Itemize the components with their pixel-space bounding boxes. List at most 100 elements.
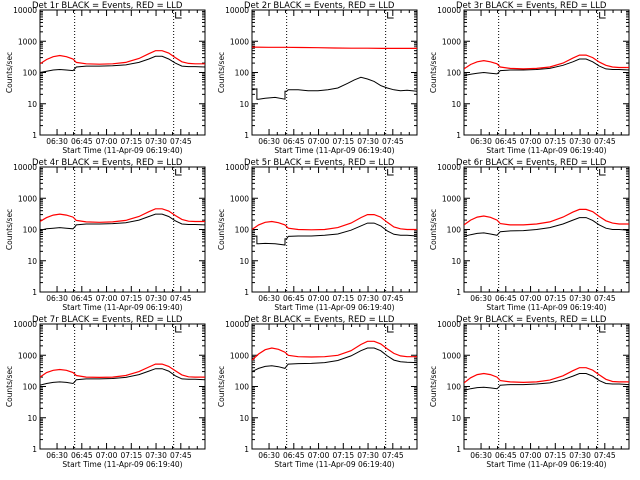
x-tick-label: 06:45: [495, 294, 517, 303]
x-axis-label: Start Time (11-Apr-09 06:19:40): [62, 303, 182, 312]
x-tick-label: 07:30: [569, 294, 591, 303]
bracket-marker: [387, 169, 394, 176]
y-tick-label: 10000: [13, 163, 37, 172]
x-tick-label: 07:15: [120, 137, 142, 146]
detector-panel-1: Det 1r BLACK = Events, RED = LLD 1 10 100 10…: [5, 1, 206, 155]
y-axis-label: Counts/sec: [217, 52, 226, 93]
y-tick-label: 10: [239, 414, 249, 423]
y-tick-label: 10000: [225, 6, 249, 15]
panel-title: Det 2r BLACK = Events, RED = LLD: [244, 1, 395, 11]
x-tick-label: 06:45: [71, 137, 93, 146]
y-tick-label: 1: [456, 131, 461, 140]
y-tick-label: 10: [451, 257, 461, 266]
x-tick-label: 07:00: [308, 451, 330, 460]
x-tick-label: 07:15: [544, 137, 566, 146]
y-axis-label: Counts/sec: [5, 52, 14, 93]
series-events-line: [464, 217, 629, 237]
bracket-marker: [599, 12, 606, 19]
y-tick-label: 10: [451, 414, 461, 423]
series-events-line: [40, 213, 205, 231]
y-axis-label: Counts/sec: [429, 209, 438, 250]
y-tick-label: 10000: [437, 6, 461, 15]
x-tick-label: 07:45: [382, 137, 404, 146]
x-tick-label: 06:45: [71, 451, 93, 460]
series-events-line: [252, 347, 417, 373]
x-tick-label: 07:45: [170, 451, 192, 460]
y-axis-label: Counts/sec: [429, 366, 438, 407]
y-tick-label: 100: [23, 383, 38, 392]
plot-frame: [463, 9, 630, 136]
x-tick-label: 06:30: [46, 451, 68, 460]
detector-panel-2: Det 2r BLACK = Events, RED = LLD 1 10 100 10…: [217, 1, 418, 155]
y-axis-label: Counts/sec: [217, 366, 226, 407]
x-tick-label: 07:30: [357, 294, 379, 303]
series-lld-line: [252, 340, 417, 361]
panel-title: Det 1r BLACK = Events, RED = LLD: [32, 1, 183, 11]
plot-frame: [39, 9, 206, 136]
panel-title: Det 9r BLACK = Events, RED = LLD: [456, 315, 607, 325]
y-axis-label: Counts/sec: [429, 52, 438, 93]
x-tick-label: 06:45: [283, 451, 305, 460]
x-tick-label: 06:30: [470, 451, 492, 460]
x-tick-label: 07:00: [520, 137, 542, 146]
y-tick-label: 10000: [437, 163, 461, 172]
x-tick-label: 07:15: [120, 294, 142, 303]
x-tick-label: 07:00: [96, 451, 118, 460]
bracket-marker: [599, 169, 606, 176]
x-tick-label: 07:30: [357, 451, 379, 460]
series-events-line: [40, 368, 205, 386]
y-tick-label: 10: [451, 100, 461, 109]
bracket-marker: [387, 326, 394, 333]
plot-frame: [251, 323, 418, 450]
x-tick-label: 07:15: [544, 451, 566, 460]
y-axis-label: Counts/sec: [5, 209, 14, 250]
x-tick-label: 06:30: [258, 451, 280, 460]
x-axis-label: Start Time (11-Apr-09 06:19:40): [486, 460, 606, 469]
detector-panel-4: Det 4r BLACK = Events, RED = LLD 1 10 100 10…: [5, 158, 206, 312]
y-tick-label: 10: [239, 100, 249, 109]
bracket-marker: [175, 12, 182, 19]
detector-panel-8: Det 8r BLACK = Events, RED = LLD 1 10 100 10…: [217, 315, 418, 469]
detector-panel-6: Det 6r BLACK = Events, RED = LLD 1 10 100 10…: [429, 158, 630, 312]
y-tick-label: 10000: [225, 320, 249, 329]
y-tick-label: 1000: [442, 37, 461, 46]
y-tick-label: 1: [456, 445, 461, 454]
y-tick-label: 1000: [18, 351, 37, 360]
y-tick-label: 10000: [13, 320, 37, 329]
bracket-marker: [387, 12, 394, 19]
series-events-line: [464, 373, 629, 391]
x-tick-label: 06:30: [46, 294, 68, 303]
plot-frame: [463, 323, 630, 450]
x-tick-label: 07:00: [308, 137, 330, 146]
series-lld-line: [252, 214, 417, 231]
y-tick-label: 100: [23, 226, 38, 235]
x-tick-label: 07:15: [332, 137, 354, 146]
y-tick-label: 1: [244, 288, 249, 297]
plot-frame: [39, 323, 206, 450]
x-tick-label: 06:45: [71, 294, 93, 303]
y-tick-label: 10000: [437, 320, 461, 329]
y-tick-label: 100: [235, 69, 250, 78]
x-tick-label: 07:00: [96, 294, 118, 303]
y-tick-label: 10: [239, 257, 249, 266]
bracket-marker: [599, 326, 606, 333]
panel-title: Det 3r BLACK = Events, RED = LLD: [456, 1, 607, 11]
x-tick-label: 07:45: [170, 294, 192, 303]
y-tick-label: 1000: [442, 351, 461, 360]
bracket-marker: [175, 326, 182, 333]
y-tick-label: 1: [244, 445, 249, 454]
x-tick-label: 07:45: [594, 294, 616, 303]
bracket-marker: [175, 169, 182, 176]
x-tick-label: 07:45: [594, 137, 616, 146]
series-lld-line: [464, 208, 629, 226]
plot-frame: [251, 9, 418, 136]
x-tick-label: 07:15: [120, 451, 142, 460]
y-tick-label: 10: [27, 100, 37, 109]
x-tick-label: 07:30: [145, 137, 167, 146]
x-axis-label: Start Time (11-Apr-09 06:19:40): [486, 146, 606, 155]
x-tick-label: 07:30: [569, 137, 591, 146]
x-axis-label: Start Time (11-Apr-09 06:19:40): [62, 460, 182, 469]
y-tick-label: 1: [32, 131, 37, 140]
x-tick-label: 06:45: [283, 137, 305, 146]
